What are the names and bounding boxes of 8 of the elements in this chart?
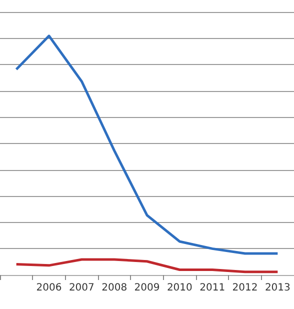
x-tick-label: 2013 <box>264 282 290 294</box>
x-tick-label: 2010 <box>166 282 192 294</box>
x-tick-label: 2008 <box>102 282 128 294</box>
x-tick-label: 2007 <box>68 282 94 294</box>
x-tick-label: 2011 <box>200 282 226 294</box>
x-tick-label: 2006 <box>36 282 62 294</box>
x-tick-label: 2009 <box>134 282 160 294</box>
x-tick-label: 2012 <box>232 282 258 294</box>
